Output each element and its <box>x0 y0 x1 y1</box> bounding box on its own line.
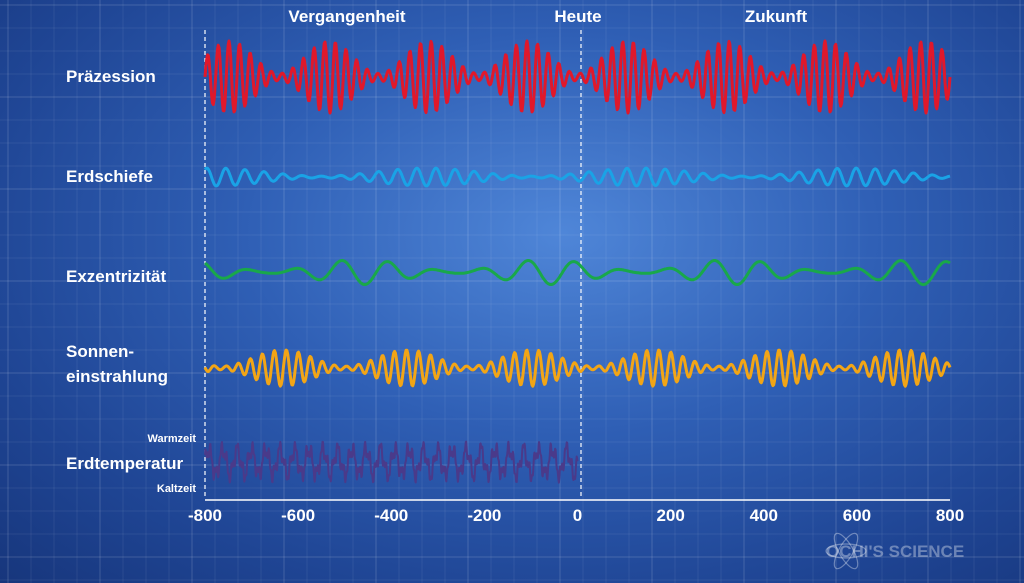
series-line-1 <box>203 39 952 115</box>
row-label-erdschiefe: Erdschiefe <box>66 167 153 186</box>
row-label-sonne-1: Sonnen- <box>66 342 134 361</box>
x-tick-label: 200 <box>656 506 684 525</box>
x-tick-label: -400 <box>374 506 408 525</box>
header-future: Zukunft <box>745 7 808 26</box>
x-tick-label: 400 <box>750 506 778 525</box>
x-tick-label: 0 <box>573 506 582 525</box>
label-kaltzeit: Kaltzeit <box>157 483 196 495</box>
row-label-exzentrizitaet: Exzentrizität <box>66 267 166 286</box>
series-line-3 <box>204 259 951 286</box>
label-warmzeit: Warmzeit <box>148 433 197 445</box>
series-line-5 <box>204 440 579 484</box>
x-tick-label: -800 <box>188 506 222 525</box>
header-today: Heute <box>554 7 601 26</box>
row-label-praezession: Präzession <box>66 67 156 86</box>
series-line-4 <box>203 348 952 388</box>
series-line-2 <box>203 166 951 188</box>
row-label-sonne-2: einstrahlung <box>66 367 168 386</box>
series-layer <box>203 39 952 484</box>
x-tick-label: 800 <box>936 506 964 525</box>
x-tick-label: -600 <box>281 506 315 525</box>
row-label-erdtemperatur: Erdtemperatur <box>66 454 184 473</box>
header-past: Vergangenheit <box>288 7 405 26</box>
x-tick-label: -200 <box>467 506 501 525</box>
x-tick-label: 600 <box>843 506 871 525</box>
watermark: OCHI'S SCIENCE <box>825 532 964 570</box>
atom-logo-icon <box>825 532 867 570</box>
x-tick-labels: -800 -600 -400 -200 0 200 400 600 800 <box>188 506 964 525</box>
watermark-text: OCHI'S SCIENCE <box>826 542 964 561</box>
